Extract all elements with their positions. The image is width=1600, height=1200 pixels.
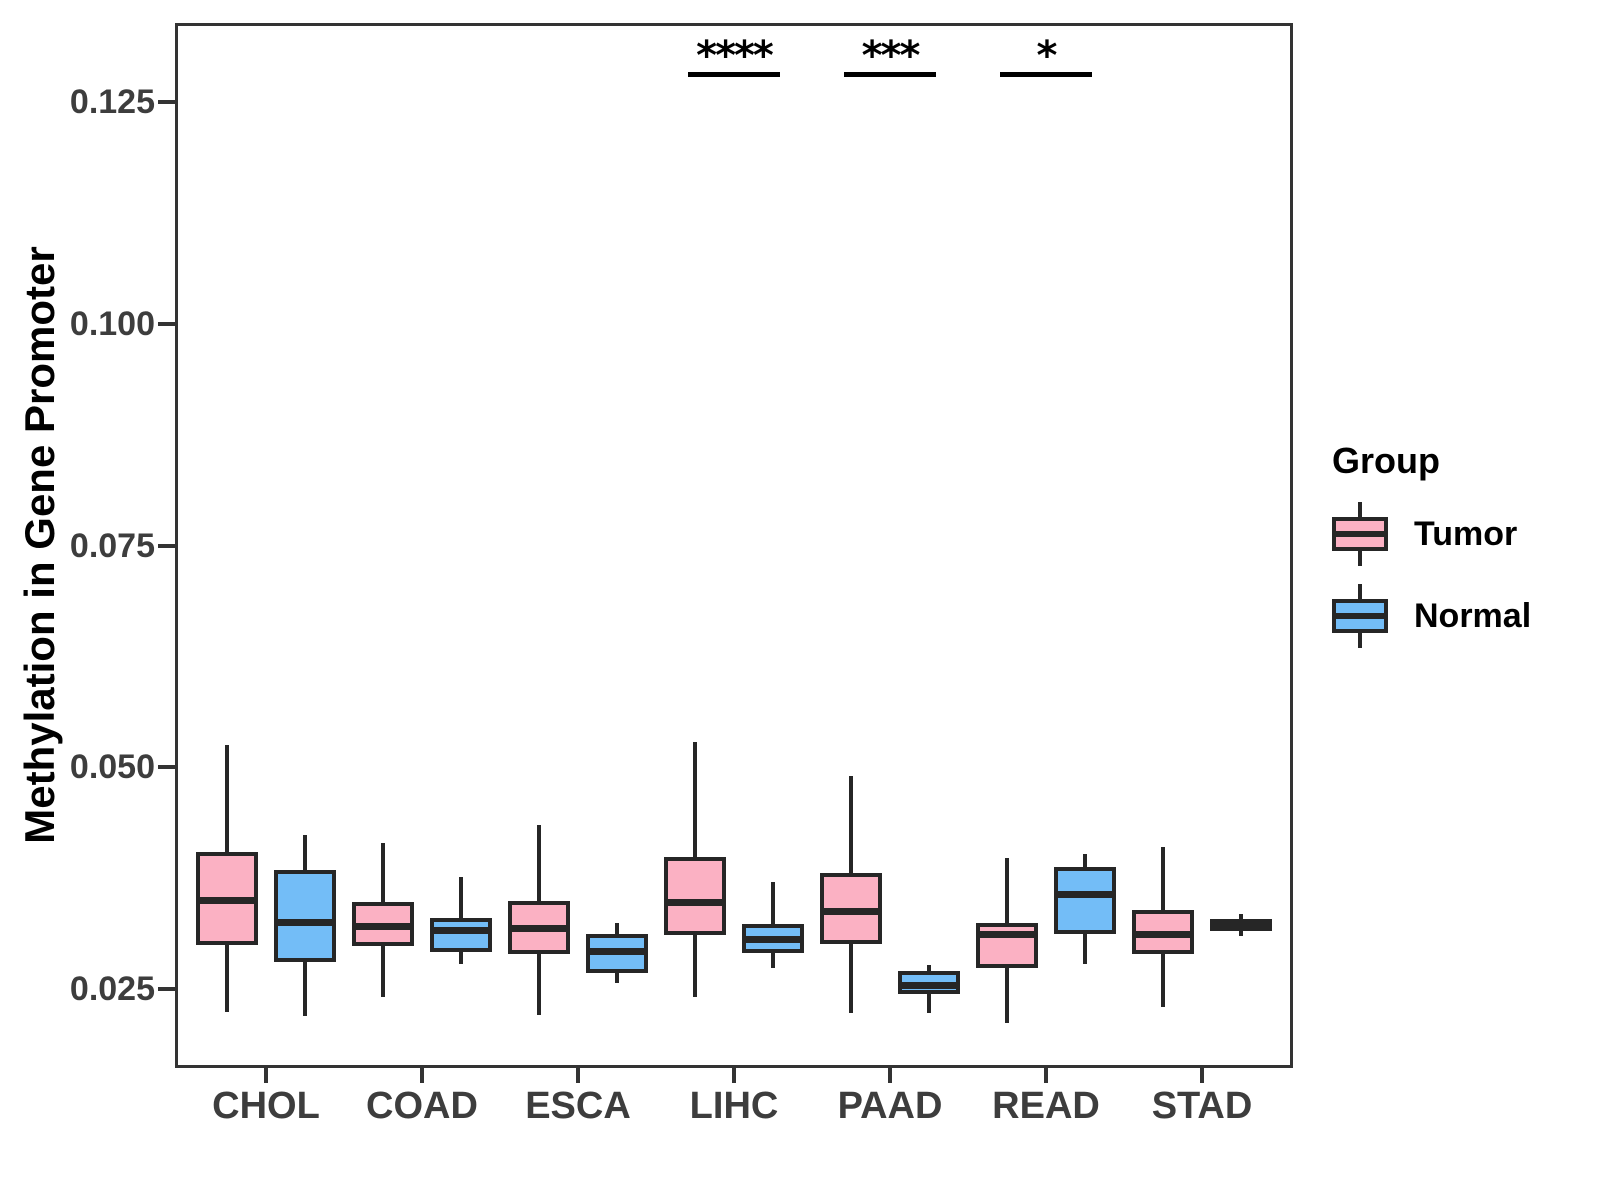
median-tumor-READ (980, 931, 1034, 938)
normal-key-box (1332, 599, 1388, 633)
significance-line-PAAD (844, 72, 936, 77)
y-axis-tick (158, 100, 175, 104)
legend: Group Tumor Normal (1332, 440, 1592, 664)
x-axis-tick-label: STAD (1151, 1085, 1253, 1127)
y-axis-tick (158, 321, 175, 326)
x-axis-tick-label: PAAD (837, 1085, 943, 1127)
x-axis-tick (576, 1068, 580, 1083)
x-axis-tick (732, 1068, 736, 1083)
x-axis-tick-label: ESCA (525, 1085, 631, 1127)
median-normal-PAAD (902, 981, 956, 989)
significance-stars-LIHC: **** (696, 33, 774, 79)
legend-title: Group (1332, 440, 1440, 481)
x-axis-tick (888, 1068, 892, 1083)
median-normal-COAD (434, 927, 488, 935)
y-axis-tick-label: 0.050 (69, 748, 155, 787)
significance-stars-READ: * (1036, 33, 1058, 79)
x-axis-tick-label: READ (992, 1085, 1100, 1127)
median-normal-STAD (1214, 922, 1268, 930)
median-tumor-CHOL (200, 897, 254, 905)
box-normal-COAD (430, 918, 492, 952)
median-tumor-STAD (1136, 931, 1190, 938)
x-axis-tick (1200, 1068, 1204, 1083)
median-tumor-LIHC (668, 899, 722, 907)
box-tumor-READ (976, 923, 1038, 968)
y-axis-tick (158, 543, 175, 548)
x-axis-tick (1044, 1068, 1048, 1083)
median-tumor-COAD (356, 923, 410, 931)
significance-stars-PAAD: *** (861, 33, 921, 79)
legend-label-tumor: Tumor (1414, 514, 1518, 553)
normal-boxplot-key-icon (1332, 584, 1388, 648)
legend-item-tumor: Tumor (1332, 500, 1592, 568)
significance-line-LIHC (688, 72, 780, 77)
box-normal-CHOL (274, 870, 336, 963)
y-axis-tick (158, 987, 175, 991)
median-normal-LIHC (746, 936, 800, 944)
median-normal-ESCA (590, 947, 644, 955)
y-axis-tick-label: 0.075 (69, 526, 155, 565)
median-normal-CHOL (278, 918, 332, 926)
median-normal-READ (1058, 891, 1112, 899)
y-axis-tick-label: 0.025 (69, 970, 155, 1008)
tumor-boxplot-key-icon (1332, 502, 1388, 566)
y-axis-tick (158, 765, 175, 770)
significance-line-READ (1000, 72, 1092, 77)
box-normal-READ (1054, 867, 1116, 934)
x-axis-tick-label: COAD (366, 1085, 478, 1127)
median-tumor-ESCA (512, 924, 566, 932)
y-axis-tick-label: 0.125 (69, 83, 155, 121)
x-axis-tick (420, 1068, 424, 1083)
box-tumor-LIHC (664, 856, 726, 935)
median-tumor-PAAD (824, 907, 878, 915)
x-axis-tick (264, 1068, 268, 1083)
y-axis-tick-label: 0.100 (69, 304, 155, 343)
legend-item-normal: Normal (1332, 582, 1592, 650)
legend-label-normal: Normal (1414, 596, 1532, 635)
x-axis-tick-label: CHOL (212, 1085, 320, 1127)
x-axis-tick-label: LIHC (689, 1085, 779, 1127)
